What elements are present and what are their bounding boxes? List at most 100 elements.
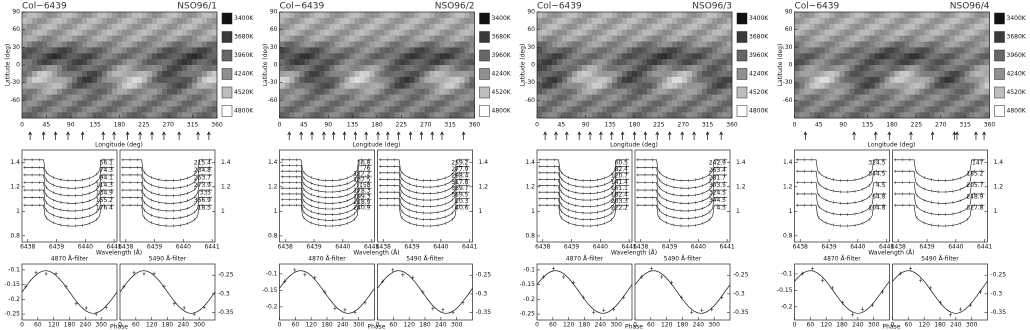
profile-tick-label: 0.8	[525, 232, 535, 239]
map-cell	[910, 24, 915, 30]
map-cell	[212, 47, 217, 53]
map-cell	[202, 101, 207, 107]
map-cell	[122, 95, 127, 101]
map-cell	[667, 42, 672, 48]
map-cell	[642, 101, 647, 107]
map-cell	[885, 77, 890, 83]
map-cell	[950, 53, 955, 59]
map-cell	[192, 77, 197, 83]
map-cell	[325, 24, 330, 30]
map-cell	[825, 95, 830, 101]
map-cell	[395, 47, 400, 53]
map-cell	[860, 101, 865, 107]
map-cell	[112, 30, 117, 36]
map-cell	[182, 42, 187, 48]
map-cell	[187, 53, 192, 59]
map-cell	[400, 42, 405, 48]
map-cell	[707, 30, 712, 36]
map-cell	[22, 36, 27, 42]
map-cell	[465, 53, 470, 59]
map-cell	[365, 36, 370, 42]
map-cell	[587, 89, 592, 95]
map-cell	[62, 36, 67, 42]
map-cell	[582, 47, 587, 53]
map-cell	[662, 106, 667, 112]
lon-tick-label: 225	[911, 122, 923, 129]
map-cell	[795, 30, 800, 36]
map-cell	[717, 18, 722, 24]
phot-obs	[612, 307, 615, 311]
map-cell	[682, 18, 687, 24]
map-cell	[587, 71, 592, 77]
map-cell	[127, 18, 132, 24]
map-cell	[385, 12, 390, 18]
map-cell	[207, 89, 212, 95]
map-cell	[727, 12, 732, 18]
map-cell	[202, 59, 207, 65]
map-cell	[632, 42, 637, 48]
map-cell	[375, 83, 380, 89]
map-cell	[440, 112, 445, 118]
map-cell	[385, 65, 390, 71]
map-cell	[395, 36, 400, 42]
map-cell	[380, 47, 385, 53]
map-cell	[57, 77, 62, 83]
profile-tick-label: 0.8	[268, 232, 278, 239]
map-cell	[985, 53, 990, 59]
phase-arrow	[288, 132, 291, 140]
map-cell	[940, 53, 945, 59]
map-cell	[845, 95, 850, 101]
map-cell	[430, 101, 435, 107]
map-cell	[67, 24, 72, 30]
map-cell	[875, 59, 880, 65]
map-cell	[450, 65, 455, 71]
map-cell	[207, 53, 212, 59]
map-cell	[340, 71, 345, 77]
map-cell	[687, 106, 692, 112]
map-cell	[42, 71, 47, 77]
map-cell	[965, 83, 970, 89]
map-cell	[365, 42, 370, 48]
map-cell	[330, 30, 335, 36]
map-cell	[385, 89, 390, 95]
map-cell	[945, 36, 950, 42]
map-cell	[157, 59, 162, 65]
map-cell	[430, 71, 435, 77]
map-cell	[47, 42, 52, 48]
map-cell	[82, 77, 87, 83]
phase-label: 273.9	[194, 182, 211, 189]
map-cell	[315, 24, 320, 30]
map-cell	[97, 112, 102, 118]
map-cell	[930, 24, 935, 30]
map-cell	[557, 12, 562, 18]
map-cell	[375, 12, 380, 18]
map-cell	[597, 71, 602, 77]
map-cell	[820, 71, 825, 77]
map-cell	[350, 24, 355, 30]
map-cell	[77, 36, 82, 42]
lat-tick-label: 60	[527, 26, 535, 33]
map-cell	[32, 106, 37, 112]
phase-label: 74.3	[100, 167, 114, 174]
phase-arrow	[126, 132, 129, 140]
temp-label: 4240K	[749, 71, 769, 78]
map-cell	[910, 18, 915, 24]
phase-label: 94.1	[100, 174, 114, 181]
map-cell	[960, 101, 965, 107]
map-cell	[162, 24, 167, 30]
map-cell	[137, 106, 142, 112]
map-cell	[290, 112, 295, 118]
map-cell	[390, 101, 395, 107]
map-cell	[632, 71, 637, 77]
map-cell	[37, 18, 42, 24]
map-cell	[97, 95, 102, 101]
map-cell	[582, 77, 587, 83]
map-cell	[900, 53, 905, 59]
map-cell	[980, 83, 985, 89]
map-cell	[702, 12, 707, 18]
lat-tick-label: 90	[270, 9, 278, 16]
temp-label: 3400K	[234, 15, 254, 22]
map-cell	[870, 65, 875, 71]
map-cell	[157, 24, 162, 30]
